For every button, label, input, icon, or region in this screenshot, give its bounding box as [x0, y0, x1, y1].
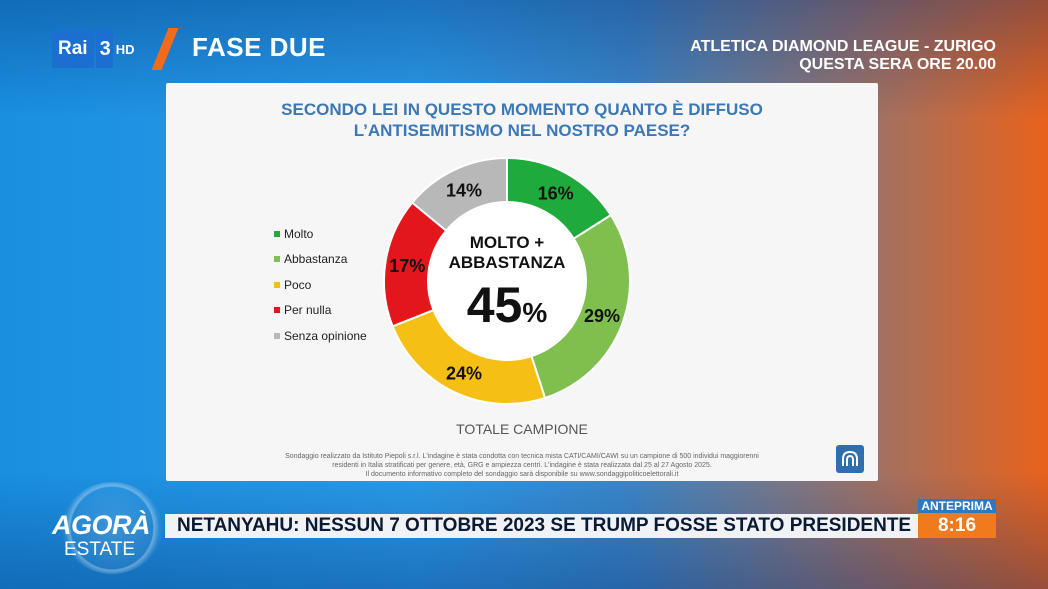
channel-logo: Rai 3 HD	[52, 30, 134, 68]
legend-swatch	[274, 256, 280, 263]
slice-value-label: 16%	[538, 183, 574, 203]
chart-title-line-1: SECONDO LEI IN QUESTO MOMENTO QUANTO È D…	[281, 100, 763, 119]
legend-item: Poco	[274, 272, 367, 298]
promo: ATLETICA DIAMOND LEAGUE - ZURIGO QUESTA …	[690, 38, 996, 74]
legend-label: Poco	[284, 277, 312, 292]
legend-item: Senza opinione	[274, 323, 367, 349]
donut-hole	[429, 203, 585, 359]
note-line-3: Il documento informativo completo del so…	[365, 471, 679, 478]
program-title: FASE DUE	[192, 32, 327, 62]
center-value-unit: %	[522, 297, 548, 328]
legend-item: Per nulla	[274, 298, 367, 324]
chart-title: SECONDO LEI IN QUESTO MOMENTO QUANTO È D…	[166, 99, 878, 141]
pollster-logo-icon	[836, 445, 864, 473]
chart-title-line-2: L’ANTISEMITISMO NEL NOSTRO PAESE?	[353, 121, 691, 140]
anteprima-time: 8:16	[918, 513, 996, 538]
show-logo-ring	[62, 482, 162, 574]
legend-swatch	[274, 230, 280, 237]
center-value-number: 45	[466, 277, 523, 333]
show-logo: AGORÀ ESTATE	[52, 482, 174, 574]
legend-label: Senza opinione	[284, 328, 367, 343]
legend-label: Abbastanza	[284, 252, 348, 267]
legend-item: Abbastanza	[274, 247, 367, 273]
legend-label: Molto	[284, 226, 314, 241]
legend-item: Molto	[274, 221, 367, 247]
sample-label: TOTALE CAMPIONE	[456, 421, 588, 437]
show-logo-subtitle: ESTATE	[64, 539, 136, 560]
center-label: MOLTO + ABBASTANZA	[422, 233, 592, 273]
channel-logo-rai: Rai	[52, 30, 94, 68]
note-line-2: residenti in Italia stratificati per gen…	[332, 462, 712, 469]
promo-line-2: QUESTA SERA ORE 20.00	[799, 56, 996, 73]
center-value: 45%	[422, 276, 592, 334]
channel-logo-hd: HD	[115, 41, 135, 57]
donut-slice	[410, 156, 508, 233]
legend-swatch	[274, 332, 280, 339]
donut-chart: 16% 29% 24% 17% 14%	[383, 156, 631, 405]
note-line-1: Sondaggio realizzato da Istituto Piepoli…	[285, 453, 759, 460]
legend-swatch	[274, 307, 280, 314]
poll-card: SECONDO LEI IN QUESTO MOMENTO QUANTO È D…	[166, 83, 878, 481]
slice-value-label: 29%	[584, 306, 620, 326]
ticker-headline: NETANYAHU: NESSUN 7 OTTOBRE 2023 SE TRUM…	[177, 515, 912, 536]
chart-legend: Molto Abbastanza Poco Per nulla Senza op…	[274, 221, 367, 349]
news-ticker: NETANYAHU: NESSUN 7 OTTOBRE 2023 SE TRUM…	[165, 514, 922, 538]
center-label-line-1: MOLTO +	[469, 233, 545, 252]
slice-value-label: 14%	[446, 181, 482, 201]
channel-logo-number: 3	[95, 30, 113, 68]
legend-label: Per nulla	[284, 303, 332, 318]
anteprima-label: ANTEPRIMA	[918, 499, 996, 513]
slice-value-label: 17%	[389, 256, 425, 276]
legend-swatch	[274, 281, 280, 288]
promo-line-1: ATLETICA DIAMOND LEAGUE - ZURIGO	[690, 38, 996, 55]
methodology-note: Sondaggio realizzato da Istituto Piepoli…	[246, 452, 798, 479]
center-label-line-2: ABBASTANZA	[448, 253, 566, 272]
donut-slice	[530, 213, 631, 400]
slice-value-label: 24%	[446, 363, 482, 383]
show-logo-name: AGORÀ	[52, 510, 151, 540]
